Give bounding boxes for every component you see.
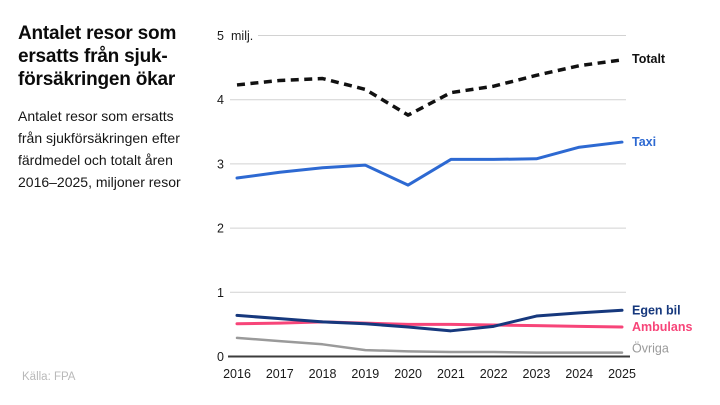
x-axis-tick: 2024 [565, 367, 593, 381]
series-line-egen-bil [235, 308, 624, 333]
y-axis-unit-label: milj. [231, 29, 253, 43]
series-label-egen-bil: Egen bil [632, 303, 681, 317]
y-axis-tick: 0 [217, 350, 224, 364]
source-note: Källa: FPA [22, 371, 76, 383]
series-label-ambulans: Ambulans [632, 320, 692, 334]
series-line-ambulans [235, 320, 624, 329]
x-axis-tick: 2017 [266, 367, 294, 381]
y-axis-tick: 3 [217, 157, 224, 171]
title-line-2: ersatts från sjuk- [18, 46, 168, 67]
x-axis-tick: 2025 [608, 367, 636, 381]
y-axis-tick: 2 [217, 222, 224, 236]
x-axis-tick: 2020 [394, 367, 422, 381]
series-label-ovriga: Övriga [632, 342, 669, 356]
x-axis-tick: 2022 [480, 367, 508, 381]
subtitle-line-4: 2016–2025, miljoner resor [18, 174, 181, 190]
x-axis-tick: 2016 [223, 367, 251, 381]
chart-subtitle: Antalet resor som ersatts från sjukförsä… [18, 105, 218, 193]
subtitle-line-1: Antalet resor som ersatts [18, 108, 174, 124]
subtitle-line-2: från sjukförsäkringen efter [18, 130, 180, 146]
x-axis-tick: 2023 [523, 367, 551, 381]
series-line-ovriga [235, 336, 624, 354]
y-axis-tick: 4 [217, 93, 224, 107]
series-label-taxi: Taxi [632, 135, 656, 149]
y-axis-tick: 5 [217, 29, 224, 43]
series-line-taxi [235, 140, 624, 187]
subtitle-line-3: färdmedel och totalt åren [18, 152, 173, 168]
x-axis-tick: 2018 [309, 367, 337, 381]
x-axis-tick: 2021 [437, 367, 465, 381]
title-line-1: Antalet resor som [18, 23, 177, 44]
series-label-totalt: Totalt [632, 52, 666, 66]
page-title: Antalet resor som ersatts från sjuk- för… [18, 22, 218, 91]
y-axis-tick: 1 [217, 286, 224, 300]
x-axis-tick: 2019 [351, 367, 379, 381]
header: Antalet resor som ersatts från sjuk- för… [18, 22, 218, 193]
series-line-totalt [236, 58, 623, 117]
title-line-3: försäkringen ökar [18, 69, 176, 90]
